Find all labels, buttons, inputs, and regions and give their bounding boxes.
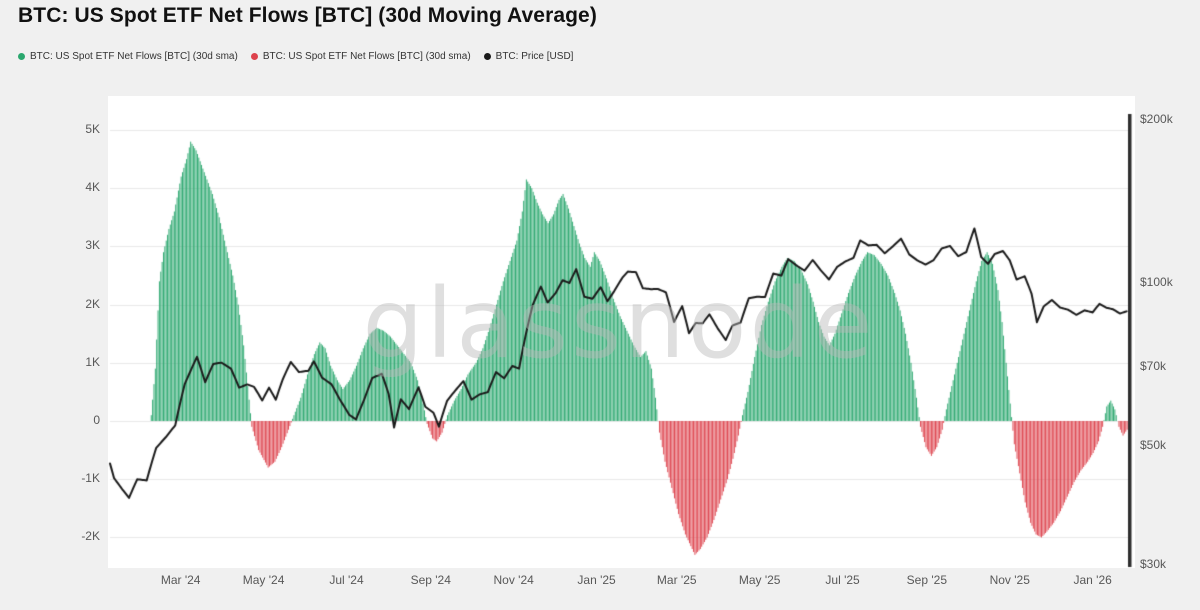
x-axis-tick-label: Nov '24	[493, 573, 534, 587]
y-axis-left-tick-label: 3K	[85, 238, 100, 253]
y-axis-left-tick-label: 5K	[85, 122, 100, 136]
y-axis-right-tick-label: $200k	[1140, 112, 1173, 127]
y-axis-right-tick-label: $50k	[1140, 437, 1167, 452]
y-axis-left-tick-label: 4K	[85, 180, 100, 195]
y-axis-left-tick-label: -2K	[81, 529, 100, 544]
y-axis-left-tick-label: 2K	[85, 296, 100, 311]
x-axis-tick-label: Sep '25	[906, 573, 947, 587]
x-axis-tick-label: Mar '25	[656, 573, 697, 587]
x-axis-tick-label: Mar '24	[160, 573, 201, 587]
y-axis-right-tick-label: $30k	[1140, 557, 1167, 572]
x-axis-tick-label: Jan '26	[1073, 573, 1112, 587]
x-axis-tick-label: Nov '25	[989, 573, 1030, 587]
x-axis-tick-label: May '25	[738, 573, 781, 587]
y-axis-left-tick-label: 1K	[85, 354, 100, 369]
x-axis-tick-label: Jul '24	[329, 573, 364, 587]
x-axis-tick-label: Jul '25	[825, 573, 860, 587]
y-axis-right-tick-label: $100k	[1140, 275, 1173, 289]
y-axis-left-tick-label: 0	[93, 413, 100, 427]
x-axis-tick-label: May '24	[242, 573, 285, 587]
x-axis-tick-label: Jan '25	[577, 573, 616, 587]
y-axis-left-tick-label: -1K	[81, 471, 100, 486]
y-axis-right-tick-label: $70k	[1140, 358, 1167, 373]
x-axis-tick-label: Sep '24	[410, 573, 451, 587]
